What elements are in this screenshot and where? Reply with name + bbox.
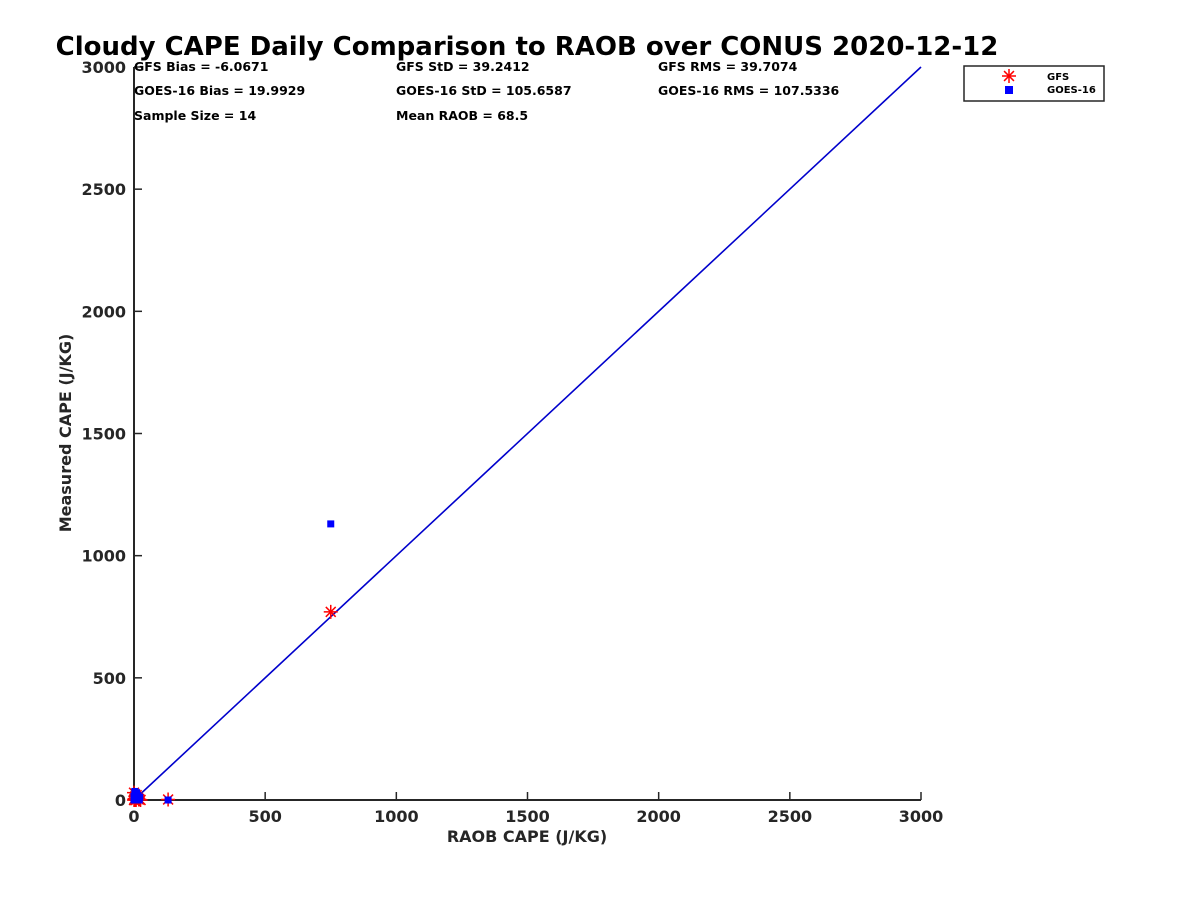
stat-gfs-rms: GFS RMS = 39.7074 bbox=[658, 59, 798, 74]
goes16-point bbox=[131, 794, 139, 802]
stat-mean-raob: Mean RAOB = 68.5 bbox=[396, 108, 528, 123]
y-ticks: 0 500 1000 1500 2000 2500 3000 bbox=[81, 58, 142, 810]
x-tick-label: 3000 bbox=[899, 807, 944, 826]
y-tick-label: 1500 bbox=[81, 425, 126, 444]
y-tick-label: 0 bbox=[115, 791, 126, 810]
legend-markers bbox=[1002, 69, 1016, 94]
legend-box bbox=[963, 65, 1105, 102]
x-tick-label: 1000 bbox=[374, 807, 419, 826]
stat-gfs-bias: GFS Bias = -6.0671 bbox=[134, 59, 268, 74]
goes16-point bbox=[136, 793, 144, 801]
data-points bbox=[127, 520, 338, 807]
x-tick-label: 2500 bbox=[768, 807, 813, 826]
legend-marker-gfs bbox=[1002, 69, 1016, 83]
stat-goes-std: GOES-16 StD = 105.6587 bbox=[396, 83, 572, 98]
y-tick-label: 2500 bbox=[81, 180, 126, 199]
x-tick-label: 500 bbox=[248, 807, 281, 826]
y-tick-label: 3000 bbox=[81, 58, 126, 77]
stat-gfs-std: GFS StD = 39.2412 bbox=[396, 59, 530, 74]
legend: GFS GOES-16 bbox=[963, 65, 1105, 102]
goes16-point bbox=[133, 789, 141, 797]
one-to-one-line bbox=[133, 66, 922, 801]
y-axis-label: Measured CAPE (J/KG) bbox=[56, 334, 75, 533]
goes16-point bbox=[327, 520, 335, 528]
y-tick-label: 2000 bbox=[81, 302, 126, 321]
x-tick-label: 1500 bbox=[505, 807, 550, 826]
y-tick-label: 1000 bbox=[81, 547, 126, 566]
x-ticks: 0 500 1000 1500 2000 2500 3000 bbox=[128, 792, 943, 826]
x-tick-label: 0 bbox=[128, 807, 139, 826]
chart-title: Cloudy CAPE Daily Comparison to RAOB ove… bbox=[56, 32, 999, 62]
x-tick-label: 2000 bbox=[636, 807, 681, 826]
legend-label-goes16: GOES-16 bbox=[1047, 85, 1096, 96]
stat-sample-size: Sample Size = 14 bbox=[134, 108, 256, 123]
legend-marker-goes16 bbox=[1005, 86, 1013, 94]
stat-goes-bias: GOES-16 Bias = 19.9929 bbox=[134, 83, 305, 98]
stat-goes-rms: GOES-16 RMS = 107.5336 bbox=[658, 83, 840, 98]
goes16-point bbox=[164, 796, 172, 804]
gfs-point bbox=[323, 604, 338, 619]
legend-label-gfs: GFS bbox=[1047, 72, 1069, 83]
y-tick-label: 500 bbox=[93, 669, 126, 688]
x-axis-label: RAOB CAPE (J/KG) bbox=[447, 827, 607, 846]
